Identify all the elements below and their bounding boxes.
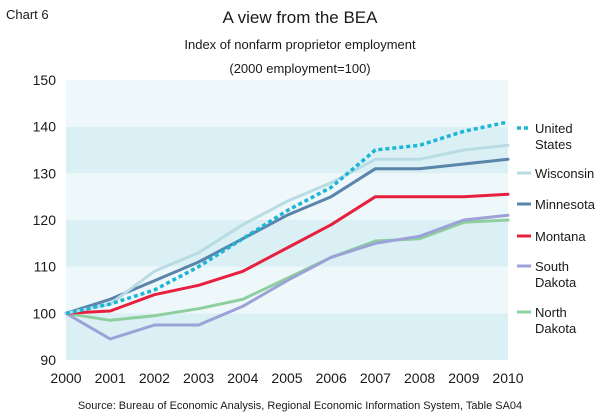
- x-tick-label: 2002: [139, 370, 170, 386]
- legend-item-wisconsin: Wisconsin: [517, 166, 594, 181]
- grid-band: [66, 266, 508, 314]
- x-tick-label: 2009: [448, 370, 479, 386]
- series-line-minnesota: [64, 157, 510, 315]
- source-note: Source: Bureau of Economic Analysis, Reg…: [78, 400, 522, 412]
- series-line-united-states: [65, 120, 509, 316]
- y-tick-label: 140: [33, 119, 57, 135]
- x-tick-label: 2008: [404, 370, 435, 386]
- chart-subtitle-2: (2000 employment=100): [229, 61, 370, 76]
- legend-label: Wisconsin: [535, 166, 594, 181]
- y-tick-label: 100: [33, 305, 57, 321]
- series-line-wisconsin: [64, 143, 510, 315]
- legend-item-minnesota: Minnesota: [517, 197, 596, 212]
- legend-label: United: [535, 121, 573, 136]
- x-tick-label: 2004: [227, 370, 258, 386]
- plot-background: [66, 80, 508, 360]
- grid-band: [66, 126, 508, 174]
- y-axis: 90 100 110 120 130 140 150: [33, 72, 57, 368]
- y-tick-label: 130: [33, 165, 57, 181]
- x-tick-label: 2003: [183, 370, 214, 386]
- series-lines: [64, 120, 510, 341]
- legend-item-montana: Montana: [517, 229, 586, 244]
- x-axis: 2000 2001 2002 2003 2004 2005 2006 2007 2008 2009…: [50, 370, 523, 386]
- y-tick-label: 150: [33, 72, 57, 88]
- grid-band: [66, 80, 508, 127]
- x-tick-label: 2005: [271, 370, 302, 386]
- legend-label: Dakota: [535, 275, 577, 290]
- y-tick-label: 110: [34, 259, 57, 275]
- grid-band: [66, 313, 508, 360]
- legend-label: Montana: [535, 229, 586, 244]
- x-tick-label: 2007: [360, 370, 391, 386]
- series-line-south-dakota: [64, 213, 510, 341]
- legend-label: North: [535, 305, 567, 320]
- chart-label: Chart 6: [6, 7, 49, 22]
- legend-label: South: [535, 259, 569, 274]
- grid-band: [66, 220, 508, 267]
- x-tick-label: 2010: [492, 370, 523, 386]
- y-tick-label: 120: [33, 212, 57, 228]
- x-tick-label: 2006: [316, 370, 347, 386]
- legend-label: Minnesota: [535, 197, 596, 212]
- y-tick-label: 90: [40, 352, 56, 368]
- legend-label: Dakota: [535, 321, 577, 336]
- x-tick-label: 2001: [95, 370, 126, 386]
- series-line-north-dakota: [64, 218, 510, 322]
- series-line-montana: [64, 192, 510, 315]
- chart-title: A view from the BEA: [223, 8, 379, 27]
- chart-subtitle: Index of nonfarm proprietor employment: [184, 37, 416, 52]
- legend-label: States: [535, 137, 572, 152]
- x-tick-label: 2000: [50, 370, 81, 386]
